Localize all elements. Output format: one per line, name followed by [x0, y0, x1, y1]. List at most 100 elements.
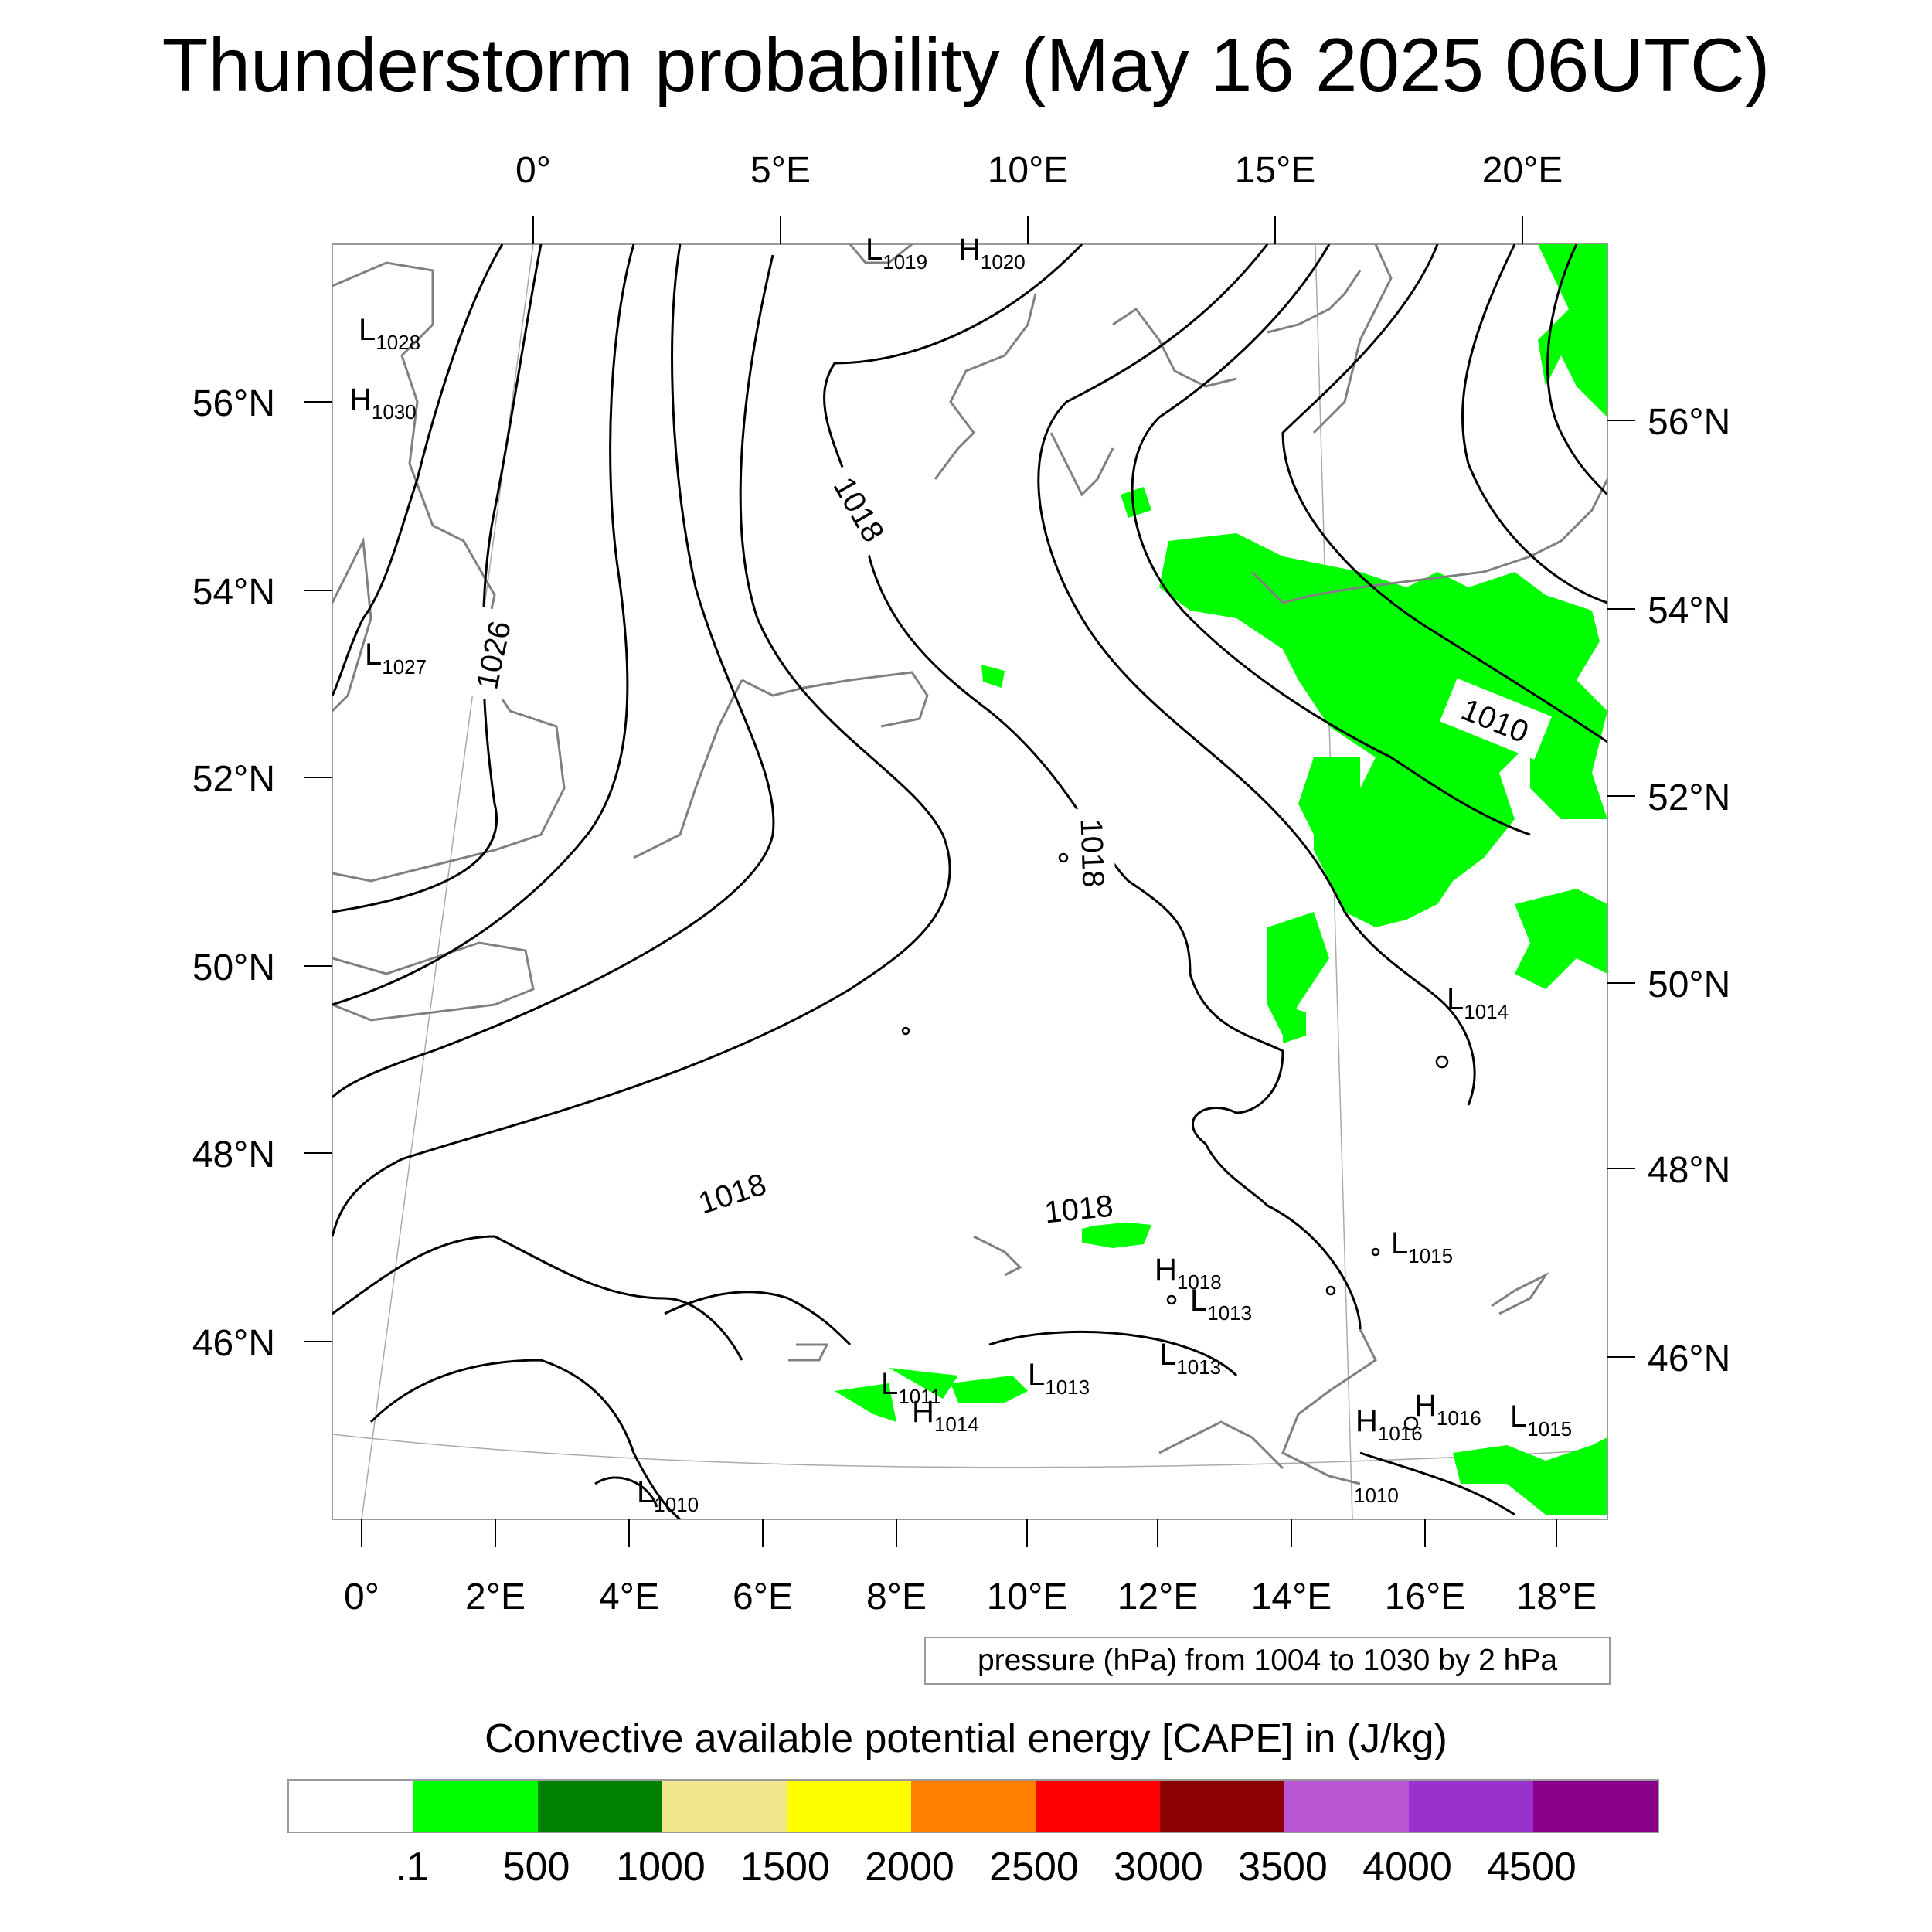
right-tick-label: 48°N [1648, 1150, 1730, 1191]
chart-title: Thunderstorm probability (May 16 2025 06… [162, 22, 1770, 107]
pressure-center-value: 1015 [1408, 1244, 1453, 1267]
colorbar-label: 4500 [1487, 1845, 1577, 1889]
right-tick-label: 54°N [1648, 590, 1730, 631]
left-tick-label: 50°N [192, 947, 275, 988]
pressure-center: L1028 [359, 313, 420, 354]
top-tick-label: 10°E [988, 150, 1069, 191]
colorbar-swatch [413, 1781, 538, 1832]
pressure-center-type: L [1447, 982, 1464, 1016]
colorbar-swatch [289, 1781, 413, 1832]
pressure-center-value: 1027 [382, 655, 427, 679]
map-ticks [304, 216, 1635, 1547]
pressure-center: H1030 [349, 383, 417, 423]
pressure-center: L1027 [365, 638, 427, 679]
pressure-center-value: 1013 [1045, 1376, 1090, 1399]
pressure-center-value: 1016 [1437, 1406, 1481, 1430]
pressure-center-value: 1019 [883, 250, 927, 274]
pressure-center: L1011 [881, 1367, 941, 1408]
pressure-center-type: L [1510, 1400, 1527, 1434]
colorbar-swatch [1284, 1781, 1409, 1832]
colorbar-swatch [1409, 1781, 1533, 1832]
left-tick-label: 56°N [192, 383, 275, 424]
pressure-center-type: L [359, 313, 376, 347]
pressure-center-value: 1028 [376, 331, 420, 354]
pressure-center-value: 1011 [898, 1385, 941, 1408]
bottom-tick-label: 14°E [1251, 1577, 1332, 1617]
colorbar-swatch [911, 1781, 1036, 1832]
pressure-center-value: 1016 [1378, 1422, 1423, 1445]
pressure-center-type: H [958, 233, 981, 267]
isobar-blobs [901, 852, 1449, 1431]
colorbar-label: 3500 [1238, 1845, 1328, 1889]
pressure-center-value: 1014 [934, 1413, 979, 1436]
pressure-center: H1016 [1355, 1404, 1423, 1445]
legend-title: Convective available potential energy [C… [485, 1716, 1447, 1761]
colorbar-label: 2500 [989, 1845, 1079, 1889]
left-tick-label: 52°N [192, 759, 275, 800]
top-tick-label: 0° [515, 150, 551, 191]
colorbar-swatch [662, 1781, 787, 1832]
bottom-tick-label: 10°E [987, 1577, 1068, 1617]
pressure-center-value: 1014 [1464, 1000, 1509, 1023]
pressure-center-type: L [1190, 1284, 1207, 1318]
left-tick-label: 54°N [192, 572, 275, 613]
pressure-center-value: 1015 [1527, 1417, 1572, 1440]
pressure-center-type: L [637, 1475, 654, 1509]
contour-info-box: pressure (hPa) from 1004 to 1030 by 2 hP… [924, 1637, 1611, 1685]
pressure-center: L1013 [1028, 1358, 1090, 1399]
colorbar-swatch [538, 1781, 662, 1832]
top-tick-label: 20°E [1482, 150, 1563, 191]
top-tick-label: 15°E [1235, 150, 1316, 191]
bottom-tick-label: 6°E [733, 1577, 793, 1617]
bottom-tick-label: 4°E [599, 1577, 659, 1617]
pressure-center-type: H [1414, 1389, 1437, 1423]
right-tick-label: 50°N [1648, 964, 1730, 1005]
bottom-tick-label: 12°E [1117, 1577, 1199, 1617]
colorbar-swatch [787, 1781, 911, 1832]
bottom-tick-label: 16°E [1385, 1577, 1466, 1617]
pressure-center-value: 1010 [1354, 1484, 1399, 1507]
pressure-center-type: H [912, 1395, 934, 1429]
pressure-center: L1019 [866, 233, 927, 274]
colorbar-label: 3000 [1114, 1845, 1203, 1889]
bottom-tick-label: 8°E [866, 1577, 927, 1617]
pressure-center-value: 1013 [1176, 1355, 1221, 1379]
pressure-center: L1015 [1391, 1226, 1453, 1267]
pressure-center: H1016 [1414, 1389, 1481, 1430]
right-tick-label: 56°N [1648, 402, 1730, 443]
pressure-center-value: 1013 [1207, 1301, 1252, 1325]
pressure-center-type: H [1355, 1404, 1378, 1438]
coastlines [332, 244, 1607, 1485]
pressure-center: H1018 [1155, 1253, 1222, 1294]
pressure-center: 1010 [1354, 1484, 1399, 1507]
right-tick-label: 52°N [1648, 777, 1730, 818]
cape-areas [835, 244, 1607, 1515]
bottom-tick-label: 18°E [1516, 1577, 1597, 1617]
pressure-center: H1020 [958, 233, 1026, 274]
pressure-center: L1013 [1159, 1338, 1221, 1379]
colorbar-label: .1 [395, 1845, 429, 1889]
isobars [332, 244, 1607, 1519]
pressure-center-type: L [1159, 1338, 1176, 1372]
colorbar-label: 2000 [865, 1845, 954, 1889]
pressure-center: L1015 [1510, 1400, 1572, 1440]
pressure-center: L1013 [1190, 1284, 1252, 1325]
pressure-center-value: 1030 [372, 400, 417, 423]
colorbar-swatch [1160, 1781, 1284, 1832]
pressure-center: L1010 [637, 1475, 699, 1516]
pressure-center-value: 1010 [654, 1493, 699, 1516]
colorbar-label: 4000 [1362, 1845, 1452, 1889]
isobar-label: 1018 [1073, 818, 1110, 888]
pressure-center-type: H [349, 383, 372, 417]
isobar-label: 1018 [1043, 1189, 1114, 1230]
pressure-center-type: L [365, 638, 382, 672]
pressure-center-type: H [1155, 1253, 1177, 1287]
colorbar-label: 500 [502, 1845, 570, 1889]
pressure-center-value: 1018 [1177, 1270, 1222, 1294]
colorbar [287, 1779, 1659, 1833]
pressure-center: H1014 [912, 1395, 979, 1436]
pressure-center-value: 1020 [981, 250, 1026, 274]
top-tick-label: 5°E [750, 150, 811, 191]
colorbar-label: 1000 [616, 1845, 706, 1889]
